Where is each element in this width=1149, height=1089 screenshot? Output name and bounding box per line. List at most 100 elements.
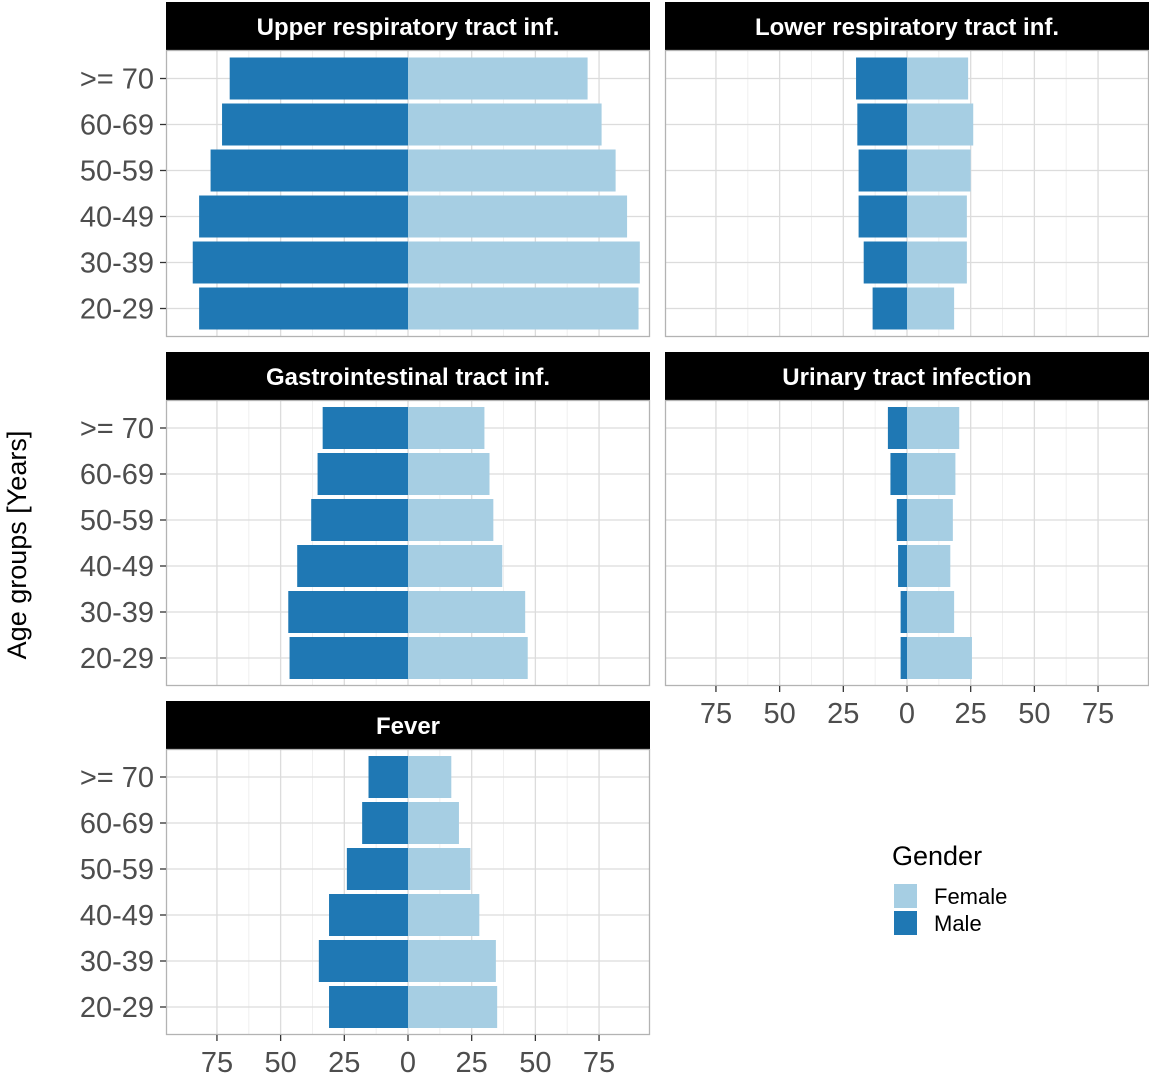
y-tick-label: 50-59 (80, 156, 154, 188)
bar-male-60-69 (890, 453, 907, 495)
x-tick-label: 25 (328, 1047, 360, 1079)
bar-female-70 (408, 756, 452, 798)
x-tick-label: 50 (264, 1047, 296, 1079)
y-tick-label: 40-49 (80, 900, 154, 932)
bar-male-40-49 (898, 545, 907, 587)
panel-strip (166, 2, 650, 50)
bar-male-30-39 (192, 241, 408, 284)
y-tick-label: 30-39 (80, 248, 154, 280)
bar-male-50-59 (896, 499, 907, 541)
panel-title: Lower respiratory tract inf. (755, 14, 1059, 41)
bar-female-40-49 (907, 195, 967, 238)
bar-male-50-59 (858, 149, 907, 192)
panel-upper-respiratory-tract-inf: Upper respiratory tract inf. >= 70 60-69 50… (80, 2, 651, 338)
bar-female-50-59 (408, 149, 616, 192)
y-tick-label: >= 70 (80, 413, 154, 445)
x-tick-label: 0 (899, 698, 915, 730)
bar-female-60-69 (907, 453, 956, 495)
bar-male-70 (887, 407, 907, 449)
bar-female-50-59 (907, 499, 953, 541)
bar-male-20-29 (289, 637, 408, 679)
bar-female-40-49 (408, 545, 503, 587)
x-tick-label: 50 (1018, 698, 1050, 730)
bar-male-20-29 (900, 637, 907, 679)
bar-female-20-29 (907, 637, 972, 679)
bar-male-70 (322, 407, 408, 449)
bar-female-60-69 (408, 802, 459, 844)
bar-male-30-39 (863, 241, 907, 284)
bar-female-30-39 (408, 940, 496, 982)
bar-female-50-59 (907, 149, 971, 192)
y-tick-label: 20-29 (80, 294, 154, 326)
bar-male-50-59 (311, 499, 408, 541)
x-tick-label: 75 (201, 1047, 233, 1079)
panel-strip (665, 352, 1149, 400)
legend-key-male (894, 911, 917, 935)
y-tick-label: 30-39 (80, 597, 154, 629)
x-tick-label: 25 (456, 1047, 488, 1079)
bar-male-30-39 (318, 940, 408, 982)
bar-male-70 (856, 57, 907, 100)
bar-female-60-69 (907, 103, 974, 146)
bar-male-70 (368, 756, 408, 798)
bar-female-60-69 (408, 103, 602, 146)
bar-male-20-29 (329, 986, 408, 1028)
y-axis-label: Age groups [Years] (2, 431, 32, 660)
panel-strip (166, 352, 650, 400)
panel-border (165, 399, 651, 687)
bar-male-40-49 (297, 545, 408, 587)
x-tick-label: 50 (519, 1047, 551, 1079)
x-tick-label: 75 (1082, 698, 1114, 730)
bar-male-60-69 (362, 802, 408, 844)
bar-female-70 (408, 57, 588, 100)
bar-male-30-39 (288, 591, 408, 633)
bar-female-70 (907, 407, 960, 449)
panel-gastrointestinal-tract-inf: Gastrointestinal tract inf. >= 70 60-69 50-… (80, 352, 651, 687)
bar-male-60-69 (317, 453, 408, 495)
bar-female-50-59 (408, 499, 494, 541)
x-tick-label: 0 (400, 1047, 416, 1079)
legend: Gender Female Male (892, 841, 1007, 936)
bar-male-40-49 (858, 195, 907, 238)
legend-title: Gender (892, 841, 982, 871)
y-tick-label: 50-59 (80, 505, 154, 537)
panel-lower-respiratory-tract-inf: Lower respiratory tract inf. (664, 2, 1149, 338)
panel-border (165, 49, 651, 338)
bar-male-30-39 (900, 591, 907, 633)
bar-male-20-29 (199, 287, 408, 330)
panel-title: Upper respiratory tract inf. (257, 14, 560, 41)
x-tick-label: 50 (763, 698, 795, 730)
y-tick-label: 20-29 (80, 643, 154, 675)
bar-male-60-69 (222, 103, 408, 146)
bar-female-70 (408, 407, 485, 449)
x-tick-label: 25 (955, 698, 987, 730)
bar-female-30-39 (408, 241, 640, 284)
bar-female-40-49 (907, 545, 951, 587)
y-tick-label: >= 70 (80, 64, 154, 96)
x-tick-label: 75 (700, 698, 732, 730)
bar-female-30-39 (907, 241, 967, 284)
y-tick-label: >= 70 (80, 762, 154, 794)
panel-strip (665, 2, 1149, 50)
bar-female-20-29 (408, 986, 498, 1028)
bar-male-20-29 (872, 287, 907, 330)
panel-strip (166, 701, 650, 749)
bar-female-50-59 (408, 848, 471, 890)
y-tick-label: 50-59 (80, 854, 154, 886)
bar-male-40-49 (199, 195, 408, 238)
x-tick-label: 75 (583, 1047, 615, 1079)
bar-male-50-59 (346, 848, 408, 890)
y-tick-label: 60-69 (80, 808, 154, 840)
bar-male-60-69 (857, 103, 907, 146)
panel-urinary-tract-infection: Urinary tract infection 75 50 25 0 25 50 75 (664, 352, 1149, 730)
y-tick-label: 40-49 (80, 551, 154, 583)
bar-female-40-49 (408, 195, 628, 238)
x-tick-label: 25 (827, 698, 859, 730)
bar-male-70 (229, 57, 408, 100)
panel-border (165, 748, 651, 1036)
panel-title: Urinary tract infection (782, 364, 1031, 391)
panel-title: Gastrointestinal tract inf. (266, 364, 550, 391)
legend-key-female (894, 884, 917, 908)
y-tick-label: 20-29 (80, 992, 154, 1024)
